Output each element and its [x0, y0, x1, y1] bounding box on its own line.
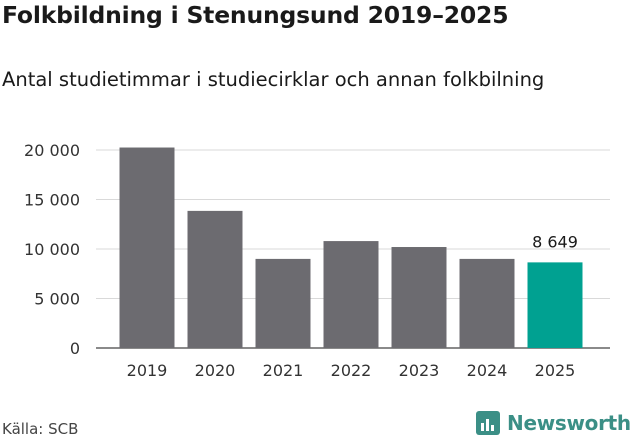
bar-2021: [255, 258, 311, 348]
x-tick-label: 2025: [535, 361, 576, 380]
bar-2025: [527, 262, 583, 348]
chart-title: Folkbildning i Stenungsund 2019–2025: [2, 1, 509, 29]
data-label: 8 649: [532, 232, 578, 251]
x-tick-label: 2024: [467, 361, 508, 380]
x-tick-label: 2021: [263, 361, 304, 380]
y-tick-label: 20 000: [24, 141, 80, 160]
chart-subtitle: Antal studietimmar i studiecirklar och a…: [2, 68, 545, 91]
y-axis-ticks: 0 5 000 10 000 15 000 20 000: [24, 141, 80, 358]
source-note: Källa: SCB: [2, 420, 79, 438]
y-tick-label: 0: [70, 339, 80, 358]
y-tick-label: 10 000: [24, 240, 80, 259]
y-tick-label: 5 000: [34, 290, 80, 309]
y-tick-label: 15 000: [24, 191, 80, 210]
bars: [119, 147, 583, 348]
x-tick-label: 2019: [127, 361, 168, 380]
data-labels: 8 649: [532, 232, 578, 251]
newsworthy-brand[interactable]: Newsworthy: [475, 409, 631, 437]
x-tick-label: 2022: [331, 361, 372, 380]
brand-name: Newsworthy: [507, 411, 631, 435]
bar-2019: [119, 147, 175, 348]
x-tick-label: 2023: [399, 361, 440, 380]
newsworthy-logo-icon: [476, 411, 500, 435]
bar-2023: [391, 247, 447, 348]
bar-2024: [459, 258, 515, 348]
bar-2022: [323, 241, 379, 348]
bar-2020: [187, 210, 243, 348]
x-axis-ticks: 2019 2020 2021 2022 2023 2024 2025: [127, 361, 576, 380]
x-tick-label: 2020: [195, 361, 236, 380]
